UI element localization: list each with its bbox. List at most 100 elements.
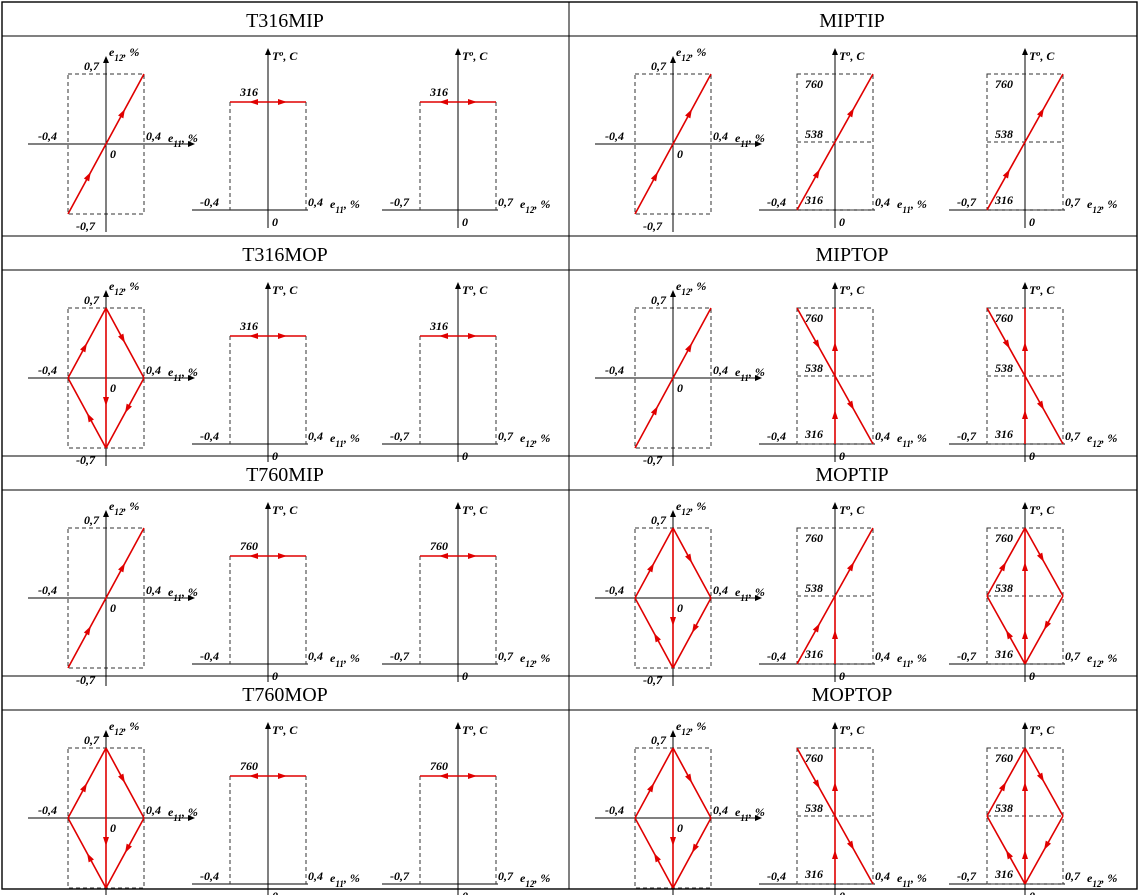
e12-axis-label: e12, % (109, 719, 139, 737)
strain-axis-label-letter: e (520, 431, 526, 445)
temperature-level-label: 760 (240, 759, 258, 773)
mid-temperature-label: 538 (995, 127, 1013, 141)
e11-axis-label-letter: e (735, 585, 741, 599)
strain-min-label: -0,7 (957, 649, 977, 663)
path-arrow (125, 843, 132, 853)
path-arrow (278, 773, 287, 779)
panel-title: T316MOP (242, 244, 328, 266)
temperature-letter: T (462, 283, 470, 297)
e11-axis-label: e11, % (168, 131, 198, 149)
temperature-plot: To, C 0 -0,4 0,4 e11, % 760 538 316 (759, 502, 927, 683)
panel-title: T760MIP (246, 464, 324, 486)
temperature-letter: T (462, 49, 470, 63)
temperature-plot: To, C 0 -0,7 0,7 e12, % 316 (382, 48, 550, 229)
temperature-unit: , C (1039, 49, 1055, 63)
path-arrow (1036, 552, 1044, 562)
e12-axis-label-subscript: 12 (681, 727, 691, 737)
path-arrow (278, 99, 287, 105)
strain-min-label: -0,4 (200, 195, 219, 209)
path-arrow (685, 773, 692, 783)
origin-label: 0 (1029, 215, 1035, 229)
loading-path (986, 73, 1064, 211)
e11-axis-label: e11, % (735, 585, 765, 603)
bounding-box (986, 73, 1064, 211)
temperature-letter: T (272, 49, 280, 63)
e12-axis-label-unit: , % (689, 279, 706, 293)
origin-label: 0 (272, 669, 278, 683)
path-arrow (278, 553, 287, 559)
path-arrow (812, 339, 820, 349)
e11-axis-label-unit: , % (748, 131, 765, 145)
e11-max-label: 0,4 (146, 129, 161, 143)
e12-min-label: -0,7 (643, 893, 663, 895)
origin-label: 0 (839, 215, 845, 229)
axis-arrowhead (755, 141, 762, 147)
strain-max-label: 0,7 (1065, 429, 1081, 443)
path-arrow (103, 397, 109, 406)
temperature-letter: T (1029, 49, 1037, 63)
strain-min-label: -0,7 (390, 869, 410, 883)
e12-axis-label-letter: e (676, 719, 682, 733)
temperature-degree: o (279, 49, 283, 58)
mid-temperature-label: 538 (995, 361, 1013, 375)
temperature-degree: o (846, 283, 850, 292)
strain-axis-label-letter: e (897, 431, 903, 445)
path-arrow (87, 853, 94, 863)
min-temperature-label: 316 (804, 647, 823, 661)
e11-axis-label-letter: e (735, 365, 741, 379)
temperature-axis-label: To, C (1029, 723, 1055, 738)
e12-axis-label-letter: e (109, 279, 115, 293)
temperature-plot: To, C 0 -0,7 0,7 e12, % 760 538 316 (949, 502, 1117, 683)
max-temperature-label: 760 (995, 77, 1013, 91)
strain-axis-label-subscript: 12 (525, 439, 535, 449)
panel-title: MOPTOP (812, 684, 893, 706)
axis-arrowhead (755, 375, 762, 381)
origin-label: 0 (462, 669, 468, 683)
path-arrow (812, 169, 820, 179)
path-arrow (83, 172, 91, 182)
strain-min-label: -0,4 (767, 429, 786, 443)
path-arrow (654, 853, 661, 863)
path-arrow (249, 553, 258, 559)
path-arrow (832, 410, 838, 419)
temperature-unit: , C (282, 723, 298, 737)
path-arrow (80, 343, 87, 353)
temperature-plot: To, C 0 -0,7 0,7 e12, % 760 (382, 722, 550, 895)
path-arrow (1036, 400, 1044, 410)
e12-axis-label-subscript: 12 (114, 507, 124, 517)
axis-arrowhead (265, 502, 271, 509)
temperature-axis-label: To, C (272, 283, 298, 298)
e12-axis-label-subscript: 12 (114, 287, 124, 297)
strain-axis-label-letter: e (520, 871, 526, 885)
temperature-axis-label: To, C (462, 503, 488, 518)
strain-axis-label-subscript: 11 (335, 659, 344, 669)
path-arrow (1022, 410, 1028, 419)
path-arrow (1002, 169, 1010, 179)
strain-axis-label: e11, % (330, 651, 360, 669)
origin-label: 0 (110, 601, 116, 615)
path-arrow (1002, 339, 1010, 349)
axis-arrowhead (832, 722, 838, 729)
path-arrow (846, 108, 854, 118)
temperature-plot: To, C 0 -0,4 0,4 e11, % 760 (192, 722, 360, 895)
e12-axis-label: e12, % (676, 719, 706, 737)
strain-axis-label-unit: , % (343, 651, 360, 665)
path-arrow (832, 850, 838, 859)
path-arrow (83, 626, 91, 636)
min-temperature-label: 316 (994, 193, 1013, 207)
origin-label: 0 (110, 381, 116, 395)
strain-min-label: -0,4 (200, 429, 219, 443)
e12-max-label: 0,7 (651, 733, 667, 747)
panel-title: T760MOP (242, 684, 328, 706)
axis-arrowhead (188, 815, 195, 821)
temperature-plot: To, C 0 -0,4 0,4 e11, % 316 (192, 282, 360, 463)
e12-axis-label-unit: , % (689, 45, 706, 59)
temperature-level-label: 760 (430, 539, 448, 553)
e11-min-label: -0,4 (605, 363, 624, 377)
origin-label: 0 (1029, 889, 1035, 895)
path-arrow (1036, 772, 1044, 782)
axis-arrowhead (103, 290, 109, 297)
e11-axis-label-unit: , % (748, 805, 765, 819)
